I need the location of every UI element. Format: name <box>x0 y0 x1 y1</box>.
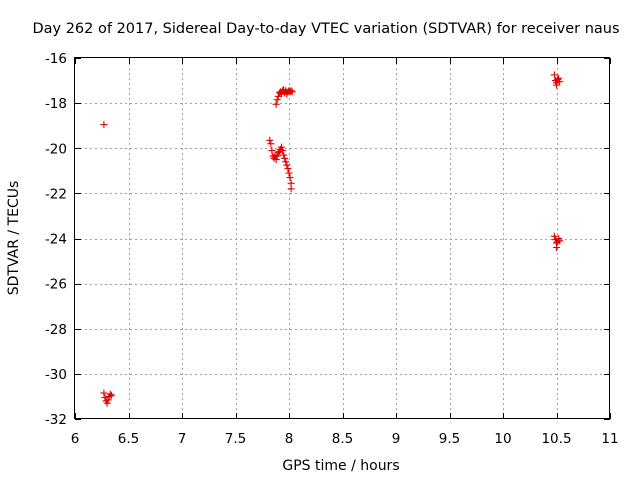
y-axis-label: SDTVAR / TECUs <box>6 181 22 296</box>
data-point <box>556 237 564 245</box>
y-tick-label: -22 <box>45 186 67 202</box>
data-point <box>550 71 558 79</box>
x-tick-label: 9 <box>392 431 401 447</box>
data-point <box>281 154 289 162</box>
data-point <box>278 143 286 151</box>
data-point <box>285 169 293 177</box>
x-tick-label: 10 <box>494 431 511 447</box>
y-tick-label: -18 <box>45 96 67 112</box>
plot-frame <box>74 57 610 419</box>
data-point <box>107 391 115 399</box>
data-point <box>273 152 281 160</box>
data-point <box>106 390 114 398</box>
data-point <box>283 161 291 169</box>
y-tick-label: -24 <box>45 232 67 248</box>
data-point <box>100 121 108 129</box>
data-point <box>287 87 295 95</box>
data-point <box>282 158 290 166</box>
x-tick-label: 11 <box>601 431 618 447</box>
x-tick-label: 10.5 <box>541 431 571 447</box>
x-tick-label: 8 <box>285 431 294 447</box>
data-point <box>272 100 280 108</box>
data-point <box>553 79 560 87</box>
y-tick-label: -26 <box>45 277 67 293</box>
data-point <box>280 151 288 159</box>
x-tick-label: 7 <box>178 431 187 447</box>
data-point <box>288 88 296 96</box>
y-tick-label: -32 <box>45 412 67 428</box>
data-point <box>555 74 563 82</box>
x-tick-label: 6.5 <box>118 431 139 447</box>
data-points <box>100 71 564 407</box>
data-point <box>284 165 292 173</box>
data-point <box>103 399 111 407</box>
data-point <box>273 96 281 104</box>
data-point <box>267 140 275 148</box>
y-tick-label: -28 <box>45 322 67 338</box>
data-point <box>268 147 276 155</box>
data-point <box>266 136 274 144</box>
grid-lines <box>75 58 610 419</box>
data-point <box>287 185 295 193</box>
data-point <box>272 156 280 164</box>
y-tick-label: -30 <box>45 367 67 383</box>
data-point <box>104 396 112 404</box>
y-tick-label: -20 <box>45 141 67 157</box>
chart-title: Day 262 of 2017, Sidereal Day-to-day VTE… <box>32 21 619 37</box>
data-point <box>550 232 558 240</box>
x-tick-label: 6 <box>71 431 80 447</box>
x-tick-label: 9.5 <box>439 431 460 447</box>
data-point <box>100 389 108 397</box>
data-point <box>553 244 560 252</box>
data-point <box>279 147 287 155</box>
y-tick-label: -16 <box>45 51 67 67</box>
x-axis-label: GPS time / hours <box>282 458 399 474</box>
x-tick-label: 8.5 <box>332 431 353 447</box>
axis-ticks: 6 6.5 7 7.5 8 8.5 9 9.5 10 10.5 11 -16 -18 -20 -22 -24 -… <box>45 51 619 447</box>
data-point <box>556 78 564 86</box>
x-tick-label: 7.5 <box>225 431 246 447</box>
data-point <box>286 174 294 182</box>
